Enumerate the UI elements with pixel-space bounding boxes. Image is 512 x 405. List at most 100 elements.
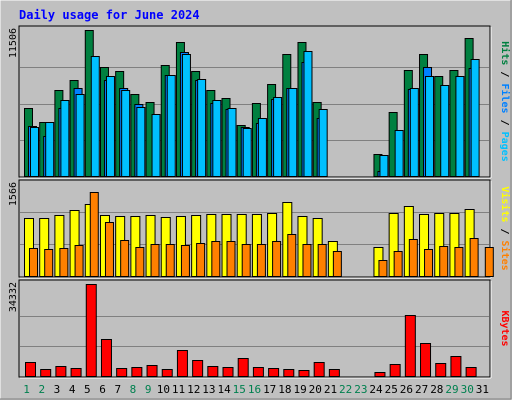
- bar-kbytes-1: [25, 362, 36, 377]
- bar-sites-6: [104, 222, 114, 277]
- bar-kbytes-5: [85, 284, 97, 377]
- bar-pages-14: [227, 108, 237, 177]
- x-tick-label-6: 6: [99, 383, 106, 396]
- x-tick-label-21: 21: [324, 383, 337, 396]
- bar-sites-16: [256, 244, 266, 277]
- legend-item-files: Files: [499, 83, 511, 113]
- bar-kbytes-24: [374, 372, 386, 377]
- bar-sites-19: [302, 244, 312, 277]
- x-tick-label-7: 7: [114, 383, 121, 396]
- x-tick-label-26: 26: [400, 383, 413, 396]
- x-tick-label-5: 5: [84, 383, 91, 396]
- bar-sites-31: [484, 247, 494, 277]
- bar-kbytes-15: [237, 358, 249, 377]
- x-tick-label-8: 8: [130, 383, 137, 396]
- x-tick-label-17: 17: [263, 383, 276, 396]
- bar-kbytes-10: [161, 369, 173, 377]
- bar-sites-9: [150, 244, 160, 277]
- x-tick-label-18: 18: [278, 383, 291, 396]
- legend-item-kbytes: KBytes: [499, 310, 510, 346]
- bar-pages-24: [379, 155, 389, 177]
- x-tick-label-27: 27: [415, 383, 428, 396]
- bar-kbytes-29: [450, 356, 462, 377]
- bar-kbytes-2: [40, 369, 52, 377]
- bar-pages-3: [60, 100, 70, 177]
- bar-pages-10: [166, 75, 176, 177]
- bar-sites-13: [211, 241, 221, 277]
- bar-kbytes-30: [465, 367, 477, 377]
- bar-pages-18: [288, 88, 298, 177]
- x-tick-label-4: 4: [69, 383, 76, 396]
- bar-sites-10: [165, 244, 175, 277]
- x-tick-label-14: 14: [217, 383, 231, 396]
- bar-kbytes-17: [268, 368, 280, 377]
- bar-pages-6: [105, 76, 115, 177]
- x-tick-label-1: 1: [23, 383, 30, 396]
- bar-pages-19: [303, 51, 313, 177]
- bar-sites-17: [272, 241, 282, 277]
- legend-item-hits: Hits: [499, 41, 511, 65]
- bar-sites-11: [180, 245, 190, 277]
- bar-pages-17: [273, 97, 283, 177]
- bar-pages-16: [257, 118, 267, 177]
- x-tick-label-31: 31: [476, 383, 489, 396]
- bar-sites-15: [241, 244, 251, 277]
- x-tick-label-28: 28: [430, 383, 443, 396]
- bar-sites-26: [408, 239, 418, 277]
- chart-title: Daily usage for June 2024: [19, 8, 200, 22]
- legend-1: Hits / Files / Pages: [499, 41, 511, 161]
- x-tick-label-22: 22: [339, 383, 352, 396]
- bar-kbytes-13: [207, 366, 219, 377]
- bar-kbytes-14: [222, 367, 234, 377]
- bar-sites-27: [424, 249, 434, 277]
- bar-kbytes-16: [252, 367, 264, 377]
- x-tick-label-10: 10: [157, 383, 170, 396]
- bar-kbytes-21: [328, 369, 340, 377]
- bar-pages-27: [425, 76, 435, 177]
- x-tick-label-20: 20: [309, 383, 322, 396]
- bar-sites-4: [74, 245, 84, 277]
- x-tick-label-3: 3: [54, 383, 61, 396]
- y-max-label-2: 1566: [8, 182, 19, 206]
- bar-pages-30: [470, 59, 480, 177]
- bar-sites-25: [393, 251, 403, 277]
- bar-kbytes-11: [176, 350, 188, 377]
- x-tick-label-13: 13: [202, 383, 215, 396]
- x-tick-label-11: 11: [172, 383, 185, 396]
- bar-pages-11: [181, 54, 191, 177]
- bar-sites-21: [332, 251, 342, 277]
- legend-separator: /: [499, 114, 510, 132]
- x-tick-label-15: 15: [233, 383, 246, 396]
- legend-2: Visits / Sites: [499, 186, 511, 270]
- legend-separator: /: [499, 65, 510, 83]
- bar-pages-13: [212, 100, 222, 177]
- x-tick-label-9: 9: [145, 383, 152, 396]
- legend-separator: /: [499, 222, 510, 240]
- bar-pages-15: [242, 128, 252, 177]
- x-tick-label-16: 16: [248, 383, 261, 396]
- x-tick-label-23: 23: [354, 383, 367, 396]
- y-max-label-3: 34332: [8, 282, 19, 312]
- bar-kbytes-3: [55, 366, 67, 377]
- legend-item-sites: Sites: [499, 241, 511, 271]
- bar-pages-7: [121, 90, 131, 177]
- bar-kbytes-25: [389, 364, 401, 377]
- bar-sites-7: [120, 240, 130, 277]
- bar-sites-1: [29, 248, 38, 277]
- bar-sites-3: [59, 248, 69, 277]
- bar-pages-2: [45, 122, 55, 177]
- bar-pages-5: [90, 56, 100, 177]
- bar-kbytes-8: [131, 367, 143, 377]
- x-tick-label-12: 12: [187, 383, 200, 396]
- x-tick-label-19: 19: [293, 383, 306, 396]
- bar-sites-29: [454, 247, 464, 277]
- bar-kbytes-4: [70, 368, 82, 377]
- bar-pages-29: [455, 76, 465, 177]
- y-max-label-1: 11506: [8, 28, 19, 58]
- bar-kbytes-19: [298, 370, 310, 377]
- bar-pages-1: [30, 127, 39, 177]
- bar-pages-12: [197, 79, 207, 177]
- bar-sites-28: [439, 246, 449, 277]
- bar-pages-20: [318, 109, 328, 177]
